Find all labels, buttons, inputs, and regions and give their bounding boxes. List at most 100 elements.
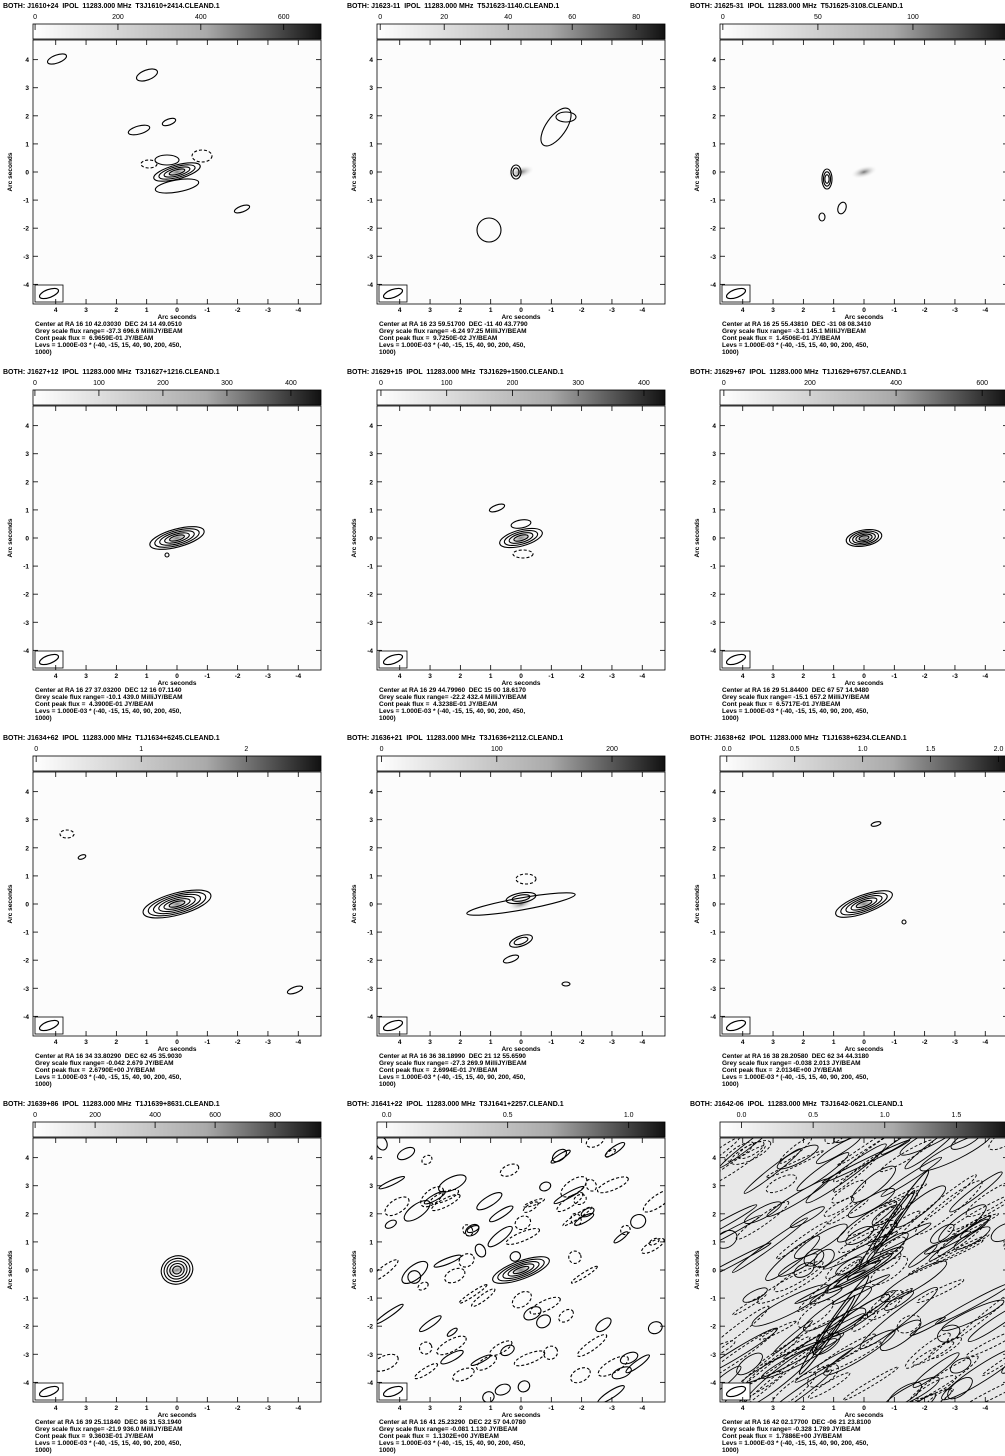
caption-line: Center at RA 16 38 28.20580 DEC 62 34 44… <box>722 1053 869 1060</box>
x-tick-label: -2 <box>922 1039 928 1046</box>
y-tick-label: 4 <box>369 423 373 430</box>
caption-line: 1000) <box>722 349 739 356</box>
x-tick-label: -4 <box>295 1405 301 1412</box>
y-tick-label: 3 <box>369 817 373 824</box>
x-tick-label: 2 <box>802 1405 806 1412</box>
y-tick-label: -4 <box>23 648 29 655</box>
beam-box <box>722 285 750 302</box>
colorbar-tick-label: 0 <box>380 746 384 753</box>
plot-area <box>377 40 665 304</box>
colorbar-tick-label: 400 <box>149 1112 161 1119</box>
colorbar-tick-label: 2 <box>244 746 248 753</box>
x-tick-label: 4 <box>398 1405 402 1412</box>
caption-line: Cont peak flux = 6.5717E-01 JY/BEAM <box>722 701 840 708</box>
y-tick-label: 3 <box>25 85 29 92</box>
x-tick-label: 4 <box>54 673 58 680</box>
y-tick-label: -2 <box>367 958 373 965</box>
beam-box <box>35 1017 63 1034</box>
caption-line: 1000) <box>722 1081 739 1088</box>
x-tick-label: 3 <box>84 673 88 680</box>
x-tick-label: 0 <box>175 307 179 314</box>
panel: BOTH: J1623-11 IPOL 11283.000 MHz T5J162… <box>347 3 665 356</box>
colorbar <box>377 24 665 39</box>
colorbar-tick-label: 200 <box>804 380 816 387</box>
x-tick-label: -1 <box>891 673 897 680</box>
y-tick-label: -3 <box>23 254 29 261</box>
panel-title: BOTH: J1623-11 IPOL 11283.000 MHz T5J162… <box>347 3 559 10</box>
x-tick-label: -1 <box>891 307 897 314</box>
x-tick-label: 1 <box>145 307 149 314</box>
colorbar-tick-label: 200 <box>507 380 519 387</box>
panel-title: BOTH: J1638+62 IPOL 11283.000 MHz T1J163… <box>690 735 907 742</box>
caption-line: Levs = 1.000E-03 * (-40, -15, 15, 40, 90… <box>379 708 525 715</box>
y-tick-label: 0 <box>712 536 716 543</box>
y-tick-label: 0 <box>25 536 29 543</box>
y-tick-label: 2 <box>712 479 716 486</box>
figure: BOTH: J1610+24 IPOL 11283.000 MHz T3J161… <box>0 0 1005 1456</box>
x-tick-label: -2 <box>922 673 928 680</box>
plot-area <box>367 1132 676 1406</box>
plot-area <box>33 772 321 1036</box>
caption-line: Levs = 1.000E-03 * (-40, -15, 15, 40, 90… <box>379 1074 525 1081</box>
y-tick-label: -2 <box>23 592 29 599</box>
panel-title: BOTH: J1627+12 IPOL 11283.000 MHz T3J162… <box>3 369 220 376</box>
plot-area <box>720 772 1005 1036</box>
caption-line: Center at RA 16 42 02.17700 DEC -06 21 2… <box>722 1419 871 1426</box>
y-tick-label: 3 <box>25 451 29 458</box>
caption-line: Levs = 1.000E-03 * (-40, -15, 15, 40, 90… <box>379 342 525 349</box>
plot-area <box>377 406 665 670</box>
panel-title: BOTH: J1610+24 IPOL 11283.000 MHz T3J161… <box>3 3 220 10</box>
y-tick-label: -2 <box>23 1324 29 1331</box>
colorbar-tick-label: 0.0 <box>722 746 732 753</box>
x-tick-label: 1 <box>145 1405 149 1412</box>
x-tick-label: 3 <box>84 307 88 314</box>
colorbar-tick-label: 200 <box>157 380 169 387</box>
caption-line: 1000) <box>35 715 52 722</box>
caption-line: Grey scale flux range= -27.3 269.9 Milli… <box>379 1060 527 1067</box>
caption-line: Grey scale flux range= -6.24 97.25 Milli… <box>379 328 527 335</box>
y-tick-label: -4 <box>367 648 373 655</box>
x-tick-label: 2 <box>115 673 119 680</box>
x-tick-label: 3 <box>428 673 432 680</box>
caption-line: Levs = 1.000E-03 * (-40, -15, 15, 40, 90… <box>722 708 868 715</box>
y-tick-label: -3 <box>710 254 716 261</box>
caption-line: Grey scale flux range= -0.042 2.679 JY/B… <box>35 1060 174 1067</box>
y-tick-label: 0 <box>25 170 29 177</box>
panel: BOTH: J1610+24 IPOL 11283.000 MHz T3J161… <box>3 3 321 356</box>
x-tick-label: -1 <box>548 1039 554 1046</box>
x-axis-label: Arc seconds <box>501 680 540 687</box>
panel-title: BOTH: J1634+62 IPOL 11283.000 MHz T1J163… <box>3 735 220 742</box>
y-axis-label: Arc seconds <box>694 884 701 923</box>
y-tick-label: 3 <box>712 451 716 458</box>
x-axis-label: Arc seconds <box>157 680 196 687</box>
y-tick-label: -1 <box>367 564 373 571</box>
panel: BOTH: J1638+62 IPOL 11283.000 MHz T1J163… <box>690 735 1005 1088</box>
y-tick-label: 2 <box>369 479 373 486</box>
x-tick-label: 1 <box>489 1405 493 1412</box>
y-tick-label: 2 <box>25 113 29 120</box>
x-tick-label: -1 <box>548 1405 554 1412</box>
y-tick-label: 1 <box>369 507 373 514</box>
colorbar-tick-label: 300 <box>221 380 233 387</box>
caption-line: Cont peak flux = 1.7886E+00 JY/BEAM <box>722 1433 842 1440</box>
x-tick-label: 4 <box>54 1039 58 1046</box>
y-tick-label: -2 <box>367 1324 373 1331</box>
x-tick-label: -1 <box>204 673 210 680</box>
y-tick-label: 4 <box>369 789 373 796</box>
panel-title: BOTH: J1639+86 IPOL 11283.000 MHz T1J163… <box>3 1101 220 1108</box>
caption-line: Center at RA 16 29 51.84400 DEC 67 57 14… <box>722 687 869 694</box>
y-axis-label: Arc seconds <box>694 518 701 557</box>
caption-line: Cont peak flux = 9.7250E-02 JY/BEAM <box>379 335 497 342</box>
x-tick-label: -3 <box>952 307 958 314</box>
colorbar-tick-label: 300 <box>572 380 584 387</box>
beam-box <box>379 285 407 302</box>
y-tick-label: 3 <box>25 817 29 824</box>
colorbar-tick-label: 1.0 <box>624 1112 634 1119</box>
caption-line: Levs = 1.000E-03 * (-40, -15, 15, 40, 90… <box>722 342 868 349</box>
x-tick-label: 4 <box>741 307 745 314</box>
x-axis-label: Arc seconds <box>157 1412 196 1419</box>
caption-line: Grey scale flux range= -15.1 657.2 Milli… <box>722 694 870 701</box>
x-tick-label: 2 <box>802 1039 806 1046</box>
x-tick-label: 1 <box>832 673 836 680</box>
colorbar <box>720 390 1005 405</box>
